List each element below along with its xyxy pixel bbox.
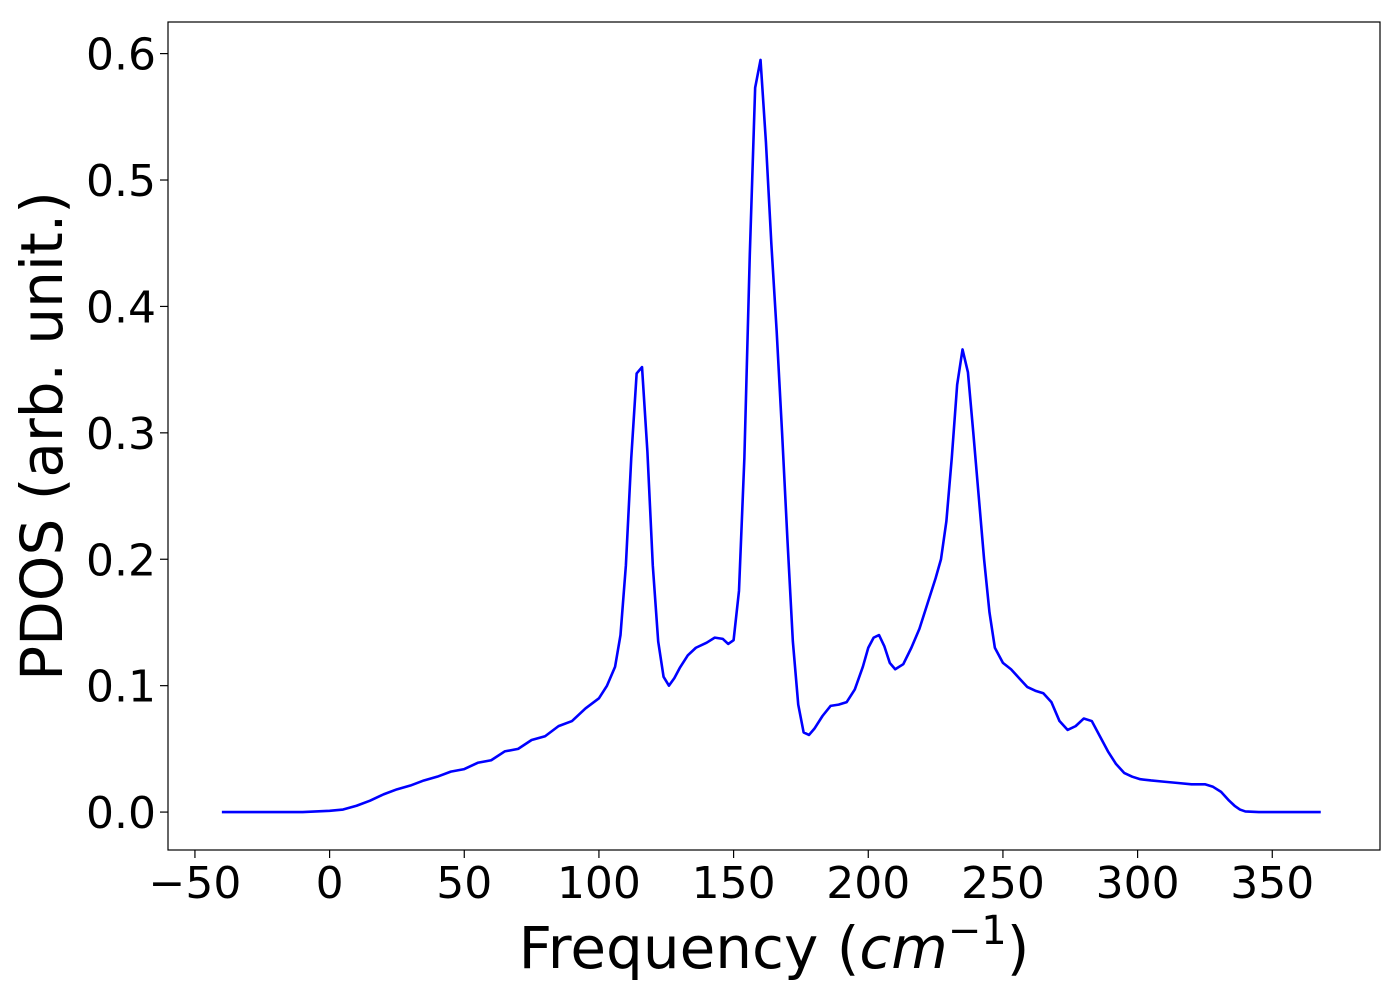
series-line-0 xyxy=(221,58,1321,814)
x-tick-label: 100 xyxy=(557,858,641,909)
x-tick-label: 350 xyxy=(1230,858,1314,909)
y-axis-title: PDOS (arb. unit.) xyxy=(8,191,76,681)
x-axis: −50 0 50 100 150 200 250 300 350 xyxy=(149,850,1314,909)
y-tick-label: 0.5 xyxy=(86,156,156,207)
x-tick-label: 50 xyxy=(436,858,492,909)
x-tick-label: 300 xyxy=(1096,858,1180,909)
x-tick-label: −50 xyxy=(149,858,242,909)
y-tick-label: 0.6 xyxy=(86,30,156,81)
x-tick-label: 200 xyxy=(826,858,910,909)
x-tick-label: 150 xyxy=(692,858,776,909)
x-tick-label: 250 xyxy=(961,858,1045,909)
series-layer xyxy=(221,58,1321,814)
y-tick-label: 0.2 xyxy=(86,535,156,586)
y-tick-label: 0.0 xyxy=(86,788,156,839)
y-tick-label: 0.4 xyxy=(86,282,156,333)
y-tick-label: 0.3 xyxy=(86,409,156,460)
plot-frame xyxy=(167,21,1381,851)
x-tick-label: 0 xyxy=(316,858,344,909)
plot-area xyxy=(168,22,1380,850)
y-tick-label: 0.1 xyxy=(86,662,156,713)
y-axis: 0.0 0.1 0.2 0.3 0.4 0.5 0.6 xyxy=(86,30,168,839)
x-axis-title: Frequency (cm−1) xyxy=(519,908,1030,982)
